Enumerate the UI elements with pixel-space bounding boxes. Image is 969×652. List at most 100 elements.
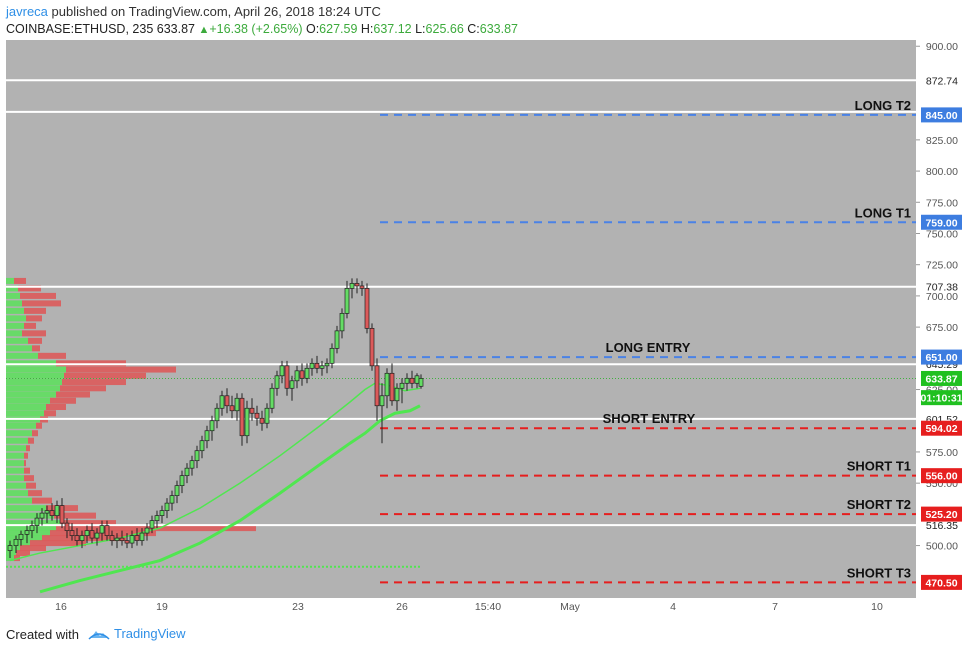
candle-body-77	[394, 387, 400, 402]
profile-bear-bar-0	[14, 277, 26, 284]
profile-bear-bar-12	[66, 366, 176, 373]
candle-body-13	[74, 535, 80, 541]
profile-bull-bar-28	[6, 475, 24, 482]
level-price-6-box	[921, 574, 962, 590]
profile-bull-bar-31	[6, 497, 32, 504]
low-value: 625.66	[425, 22, 464, 36]
candle-body-60	[309, 362, 315, 369]
candle-body-0	[7, 545, 13, 551]
tradingview-logo[interactable]: TradingView	[88, 626, 186, 641]
profile-bear-bar-10	[38, 352, 66, 359]
candle-body-38	[199, 440, 205, 452]
candle-body-66	[339, 313, 345, 332]
candle-body-9	[54, 505, 60, 516]
profile-bull-bar-12	[6, 366, 66, 373]
candle-body-37	[194, 450, 200, 462]
level-price-2-text: 651.00	[925, 352, 957, 364]
hline-price-label-0: 872.74	[926, 75, 958, 87]
horizontal-lines	[6, 79, 916, 568]
profile-bear-bar-18	[46, 404, 66, 411]
level-price-4-box	[921, 468, 962, 484]
price-axis-labels: 845.00 759.00 651.00 594.02 556.00 525.20 470.…	[920, 107, 963, 590]
publish-info: javreca published on TradingView.com, Ap…	[6, 4, 381, 19]
profile-bull-bar-0	[6, 277, 14, 284]
profile-bear-bar-23	[28, 437, 34, 444]
candle-body-5	[34, 517, 40, 526]
level-price-3-text: 594.02	[925, 423, 957, 435]
level-price-0-box	[921, 107, 962, 123]
level-label-6: SHORT T3	[847, 565, 911, 580]
profile-bull-bar-24	[6, 445, 26, 452]
level-price-5-box	[921, 506, 962, 522]
profile-bull-bar-27	[6, 467, 24, 474]
profile-bear-bar-38	[30, 540, 86, 547]
candle-body-74	[379, 395, 385, 407]
candle-body-19	[104, 525, 110, 536]
level-price-6-text: 470.50	[925, 577, 957, 589]
footer: Created with TradingView	[0, 618, 969, 652]
time-axis[interactable]	[6, 598, 916, 618]
profile-bull-bar-6	[6, 322, 24, 329]
profile-bear-bar-26	[24, 460, 26, 467]
candle-body-36	[189, 460, 195, 469]
profile-bull-bar-15	[6, 385, 60, 392]
candle-body-65	[334, 330, 340, 349]
level-price-0-text: 845.00	[925, 110, 957, 122]
price-axis[interactable]	[916, 40, 969, 598]
profile-bear-bar-25	[24, 452, 28, 459]
profile-bull-bar-18	[6, 404, 46, 411]
level-price-2-box	[921, 349, 962, 365]
price-axis-ticks: 900.00 825.00 800.00 775.00 750.00 725.00 700.…	[916, 41, 958, 553]
profile-bear-bar-28	[24, 475, 34, 482]
level-price-1-box	[921, 214, 962, 230]
candle-body-72	[369, 328, 375, 367]
profile-bull-bar-33	[6, 512, 54, 519]
candle-body-25	[134, 535, 140, 541]
x-tick-label-8: 10	[871, 601, 883, 613]
candle-body-39	[204, 430, 210, 442]
y-tick-label-3: 775.00	[926, 197, 958, 209]
candle-body-49	[254, 412, 260, 419]
ma-slow-line	[39, 404, 421, 594]
profile-bull-bar-7	[6, 330, 22, 337]
profile-bull-bar-4	[6, 307, 24, 314]
candle-body-18	[99, 525, 105, 534]
candle-body-51	[264, 407, 270, 424]
profile-bull-bar-1	[6, 285, 18, 292]
symbol-label: COINBASE:ETHUSD, 235	[6, 22, 154, 36]
candle-body-20	[109, 535, 115, 541]
hline-price-label-5: 516.35	[926, 520, 958, 532]
profile-bear-bar-22	[32, 430, 38, 437]
candle-body-1	[13, 538, 19, 546]
candle-body-80	[409, 377, 415, 384]
profile-bear-bar-31	[32, 497, 52, 504]
candle-body-76	[389, 372, 395, 402]
profile-bull-bar-21	[6, 422, 36, 429]
chart-header: javreca published on TradingView.com, Ap…	[0, 0, 969, 42]
candle-body-70	[359, 285, 365, 289]
candle-body-46	[239, 397, 245, 437]
profile-bull-bar-37	[6, 535, 42, 542]
profile-bull-bar-29	[6, 482, 26, 489]
profile-bear-bar-7	[22, 330, 46, 337]
level-price-5-text: 525.20	[925, 509, 957, 521]
x-tick-label-2: 23	[292, 601, 304, 613]
tradingview-cloud-icon	[88, 631, 110, 640]
y-tick-label-2: 800.00	[926, 166, 958, 178]
price-chart[interactable]: LONG T2 LONG T1 LONG ENTRY SHORT ENTRY SHORT…	[0, 0, 969, 618]
author-link[interactable]: javreca	[6, 4, 48, 19]
change-text: +16.38 (+2.65%)	[209, 22, 303, 36]
candle-body-52	[269, 387, 275, 409]
candle-body-16	[89, 530, 95, 539]
candle-body-79	[404, 377, 410, 384]
level-label-5: SHORT T2	[847, 497, 911, 512]
profile-bear-bar-16	[56, 391, 90, 398]
profile-bull-bar-26	[6, 460, 24, 467]
y-tick-label-9: 575.00	[926, 447, 958, 459]
high-label: H:	[360, 22, 374, 36]
y-tick-label-5: 725.00	[926, 260, 958, 272]
profile-bear-bar-29	[26, 482, 36, 489]
candle-body-48	[249, 407, 255, 414]
candle-body-30	[159, 510, 165, 516]
candle-body-61	[314, 362, 320, 369]
